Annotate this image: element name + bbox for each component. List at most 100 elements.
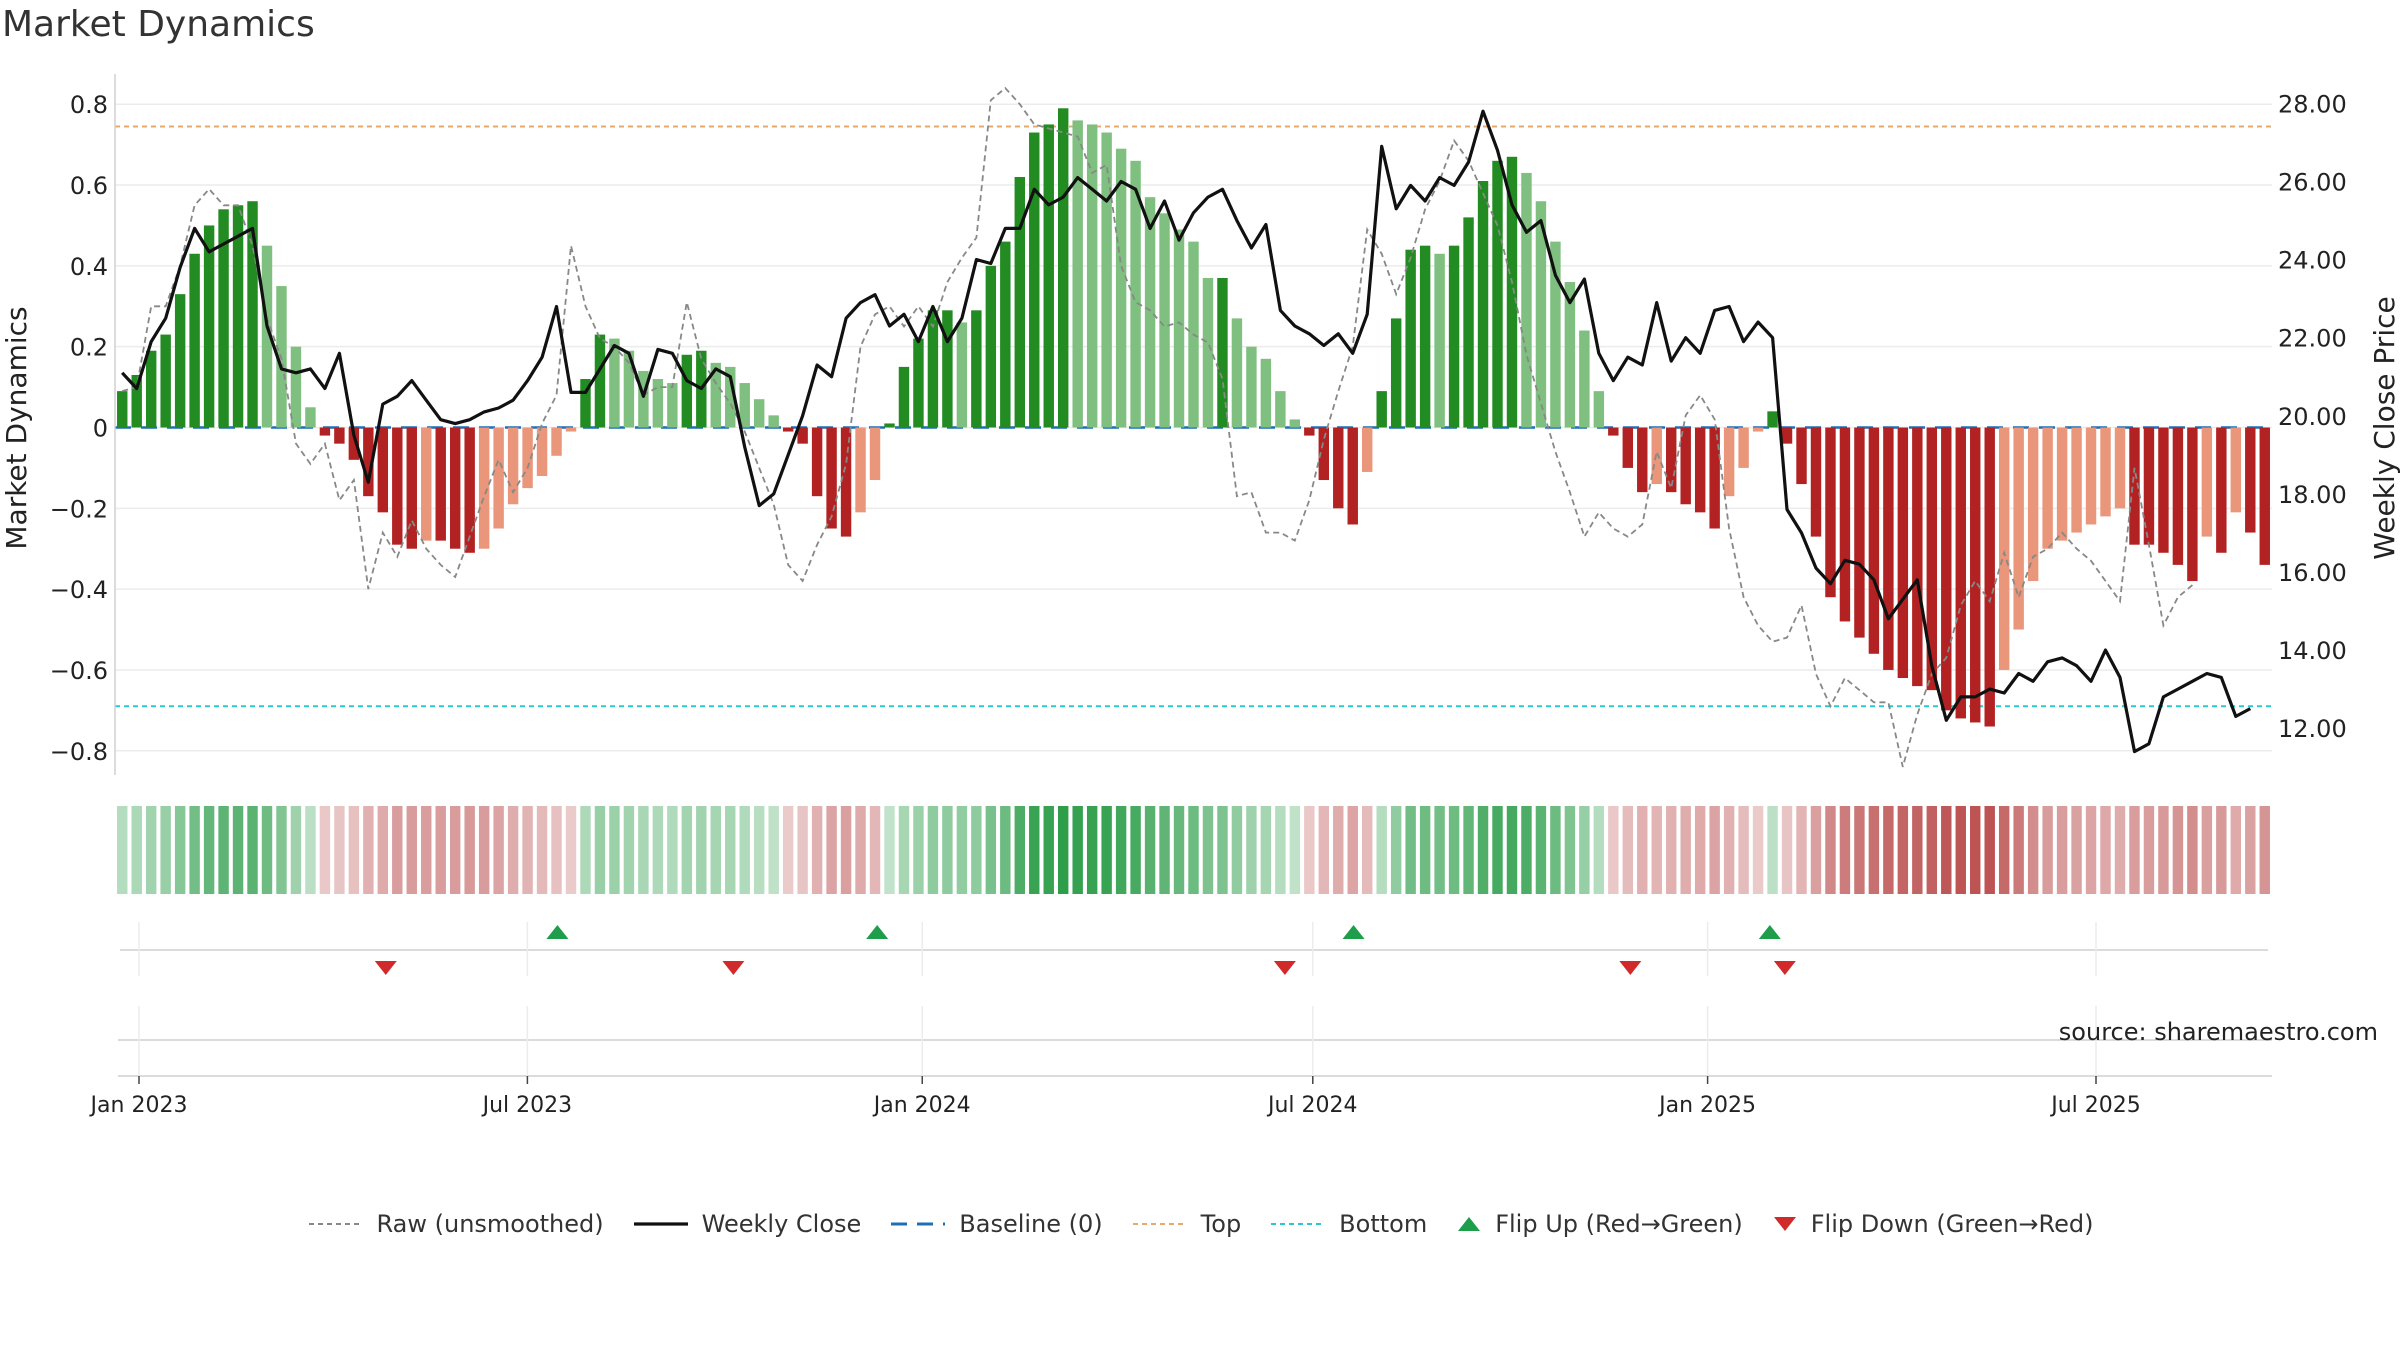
regime-cell <box>1622 806 1634 894</box>
dynamics-bar <box>261 245 273 428</box>
dynamics-bar <box>247 201 258 428</box>
dynamics-bar <box>1738 427 1749 468</box>
dynamics-bar <box>2158 427 2169 553</box>
dynamics-bar <box>739 383 750 428</box>
dynamics-bar <box>913 338 924 428</box>
regime-cell <box>1998 806 2010 894</box>
regime-cell <box>1115 806 1127 894</box>
dynamics-bar <box>1680 427 1691 505</box>
right-tick-label: 16.00 <box>2278 559 2347 587</box>
dynamics-bar <box>1173 229 1185 428</box>
regime-cell <box>1868 806 1880 894</box>
regime-cell <box>522 806 533 894</box>
regime-cell <box>1738 806 1749 894</box>
dynamics-bar <box>1347 427 1358 525</box>
regime-cell <box>826 806 837 894</box>
dynamics-bar <box>1304 427 1315 436</box>
dynamics-bar <box>2129 427 2140 545</box>
regime-cell <box>1941 806 1952 894</box>
regime-cell <box>1897 806 1909 894</box>
dynamics-bar <box>1839 427 1851 622</box>
regime-cell <box>290 806 302 894</box>
regime-cell <box>1231 806 1243 894</box>
dynamics-bar <box>174 294 186 428</box>
legend-item-raw: Raw (unsmoothed) <box>307 1210 604 1238</box>
regime-cell <box>1694 806 1706 894</box>
regime-cell <box>1723 806 1735 894</box>
regime-cell <box>1304 806 1315 894</box>
flip-markers-panel <box>120 922 2268 976</box>
dynamics-bar <box>1984 427 1995 727</box>
regime-cell <box>1854 806 1865 894</box>
regime-cell <box>464 806 475 894</box>
dynamics-bar <box>1941 427 1952 711</box>
regime-cell <box>2259 806 2270 894</box>
regime-cell <box>1593 806 1605 894</box>
dynamics-bar <box>1419 245 1431 428</box>
regime-cell <box>2013 806 2024 894</box>
regime-cell <box>2056 806 2068 894</box>
dynamics-bar <box>1723 427 1735 497</box>
regime-cell <box>811 806 823 894</box>
dynamics-bar <box>667 383 678 428</box>
solid-line-icon <box>633 1222 688 1226</box>
regime-cell <box>1883 806 1894 894</box>
dynamics-bar <box>2259 427 2270 565</box>
regime-cell <box>609 806 620 894</box>
regime-cell <box>1246 806 1257 894</box>
dynamics-bar <box>1579 330 1590 428</box>
dynamics-bar <box>1159 213 1170 428</box>
regime-cell <box>913 806 924 894</box>
dynamics-bar <box>1709 427 1720 529</box>
regime-cell <box>218 806 229 894</box>
flip-down-marker <box>374 961 397 975</box>
left-tick-label: −0.2 <box>50 495 108 523</box>
regime-cell <box>580 806 591 894</box>
flip-up-marker <box>1758 925 1781 939</box>
regime-cell <box>855 806 866 894</box>
regime-cell <box>449 806 461 894</box>
dynamics-bar <box>493 427 504 529</box>
regime-cell <box>2187 806 2198 894</box>
dynamics-bar <box>348 427 360 460</box>
dynamics-bar <box>2085 427 2097 525</box>
regime-cell <box>1000 806 1011 894</box>
dynamics-bar <box>1767 411 1778 428</box>
dynamics-bar <box>971 310 982 428</box>
regime-cell <box>1448 806 1460 894</box>
dynamics-bar <box>1101 132 1112 428</box>
legend-label: Baseline (0) <box>959 1210 1103 1238</box>
dynamics-bar <box>2071 427 2082 533</box>
legend-label: Weekly Close <box>701 1210 862 1238</box>
regime-cell <box>435 806 446 894</box>
regime-cell <box>1984 806 1995 894</box>
dynamics-bar <box>797 427 808 444</box>
date-axis-panel: Jan 2023 Jul 2023 Jan 2024 Jul 2024 Jan 2025… <box>89 1006 2272 1118</box>
dynamics-bar <box>536 427 548 476</box>
dynamics-bar <box>1492 160 1503 428</box>
dynamics-bar <box>1260 358 1272 428</box>
dynamics-bar <box>377 427 389 513</box>
regime-cell <box>1275 806 1286 894</box>
dynamics-bar <box>464 427 475 553</box>
dynamics-bar <box>131 374 142 428</box>
dynamics-bar <box>305 407 316 428</box>
regime-cell <box>768 806 779 894</box>
legend-label: Flip Up (Red→Green) <box>1495 1210 1743 1238</box>
legend-item-flip_down: Flip Down (Green→Red) <box>1771 1210 2094 1238</box>
dynamics-bar <box>2245 427 2256 533</box>
regime-cell <box>1043 806 1054 894</box>
dynamics-bar <box>1014 176 1025 428</box>
bars <box>117 108 2270 727</box>
dotted-line-icon <box>1132 1223 1187 1225</box>
dynamics-bar <box>1564 282 1576 428</box>
dotted-line-icon <box>308 1223 363 1225</box>
right-axis-label: Weekly Close Price <box>2368 296 2400 559</box>
regime-cell <box>145 806 157 894</box>
regime-cell <box>392 806 403 894</box>
dynamics-bar <box>956 322 968 428</box>
right-tick-label: 14.00 <box>2278 637 2347 665</box>
regime-cell <box>1477 806 1489 894</box>
legend: Raw (unsmoothed) Weekly Close Baseline (0)… <box>0 1204 2400 1244</box>
